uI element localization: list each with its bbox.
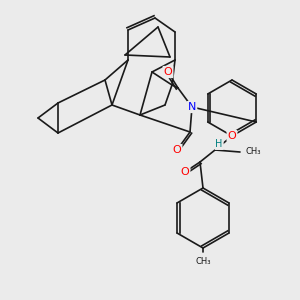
Text: O: O xyxy=(181,167,189,177)
Text: O: O xyxy=(164,67,172,77)
Text: CH₃: CH₃ xyxy=(195,257,211,266)
Text: O: O xyxy=(172,145,182,155)
Text: O: O xyxy=(228,131,236,141)
Text: H: H xyxy=(215,139,223,149)
Text: N: N xyxy=(188,102,196,112)
Text: CH₃: CH₃ xyxy=(245,148,260,157)
